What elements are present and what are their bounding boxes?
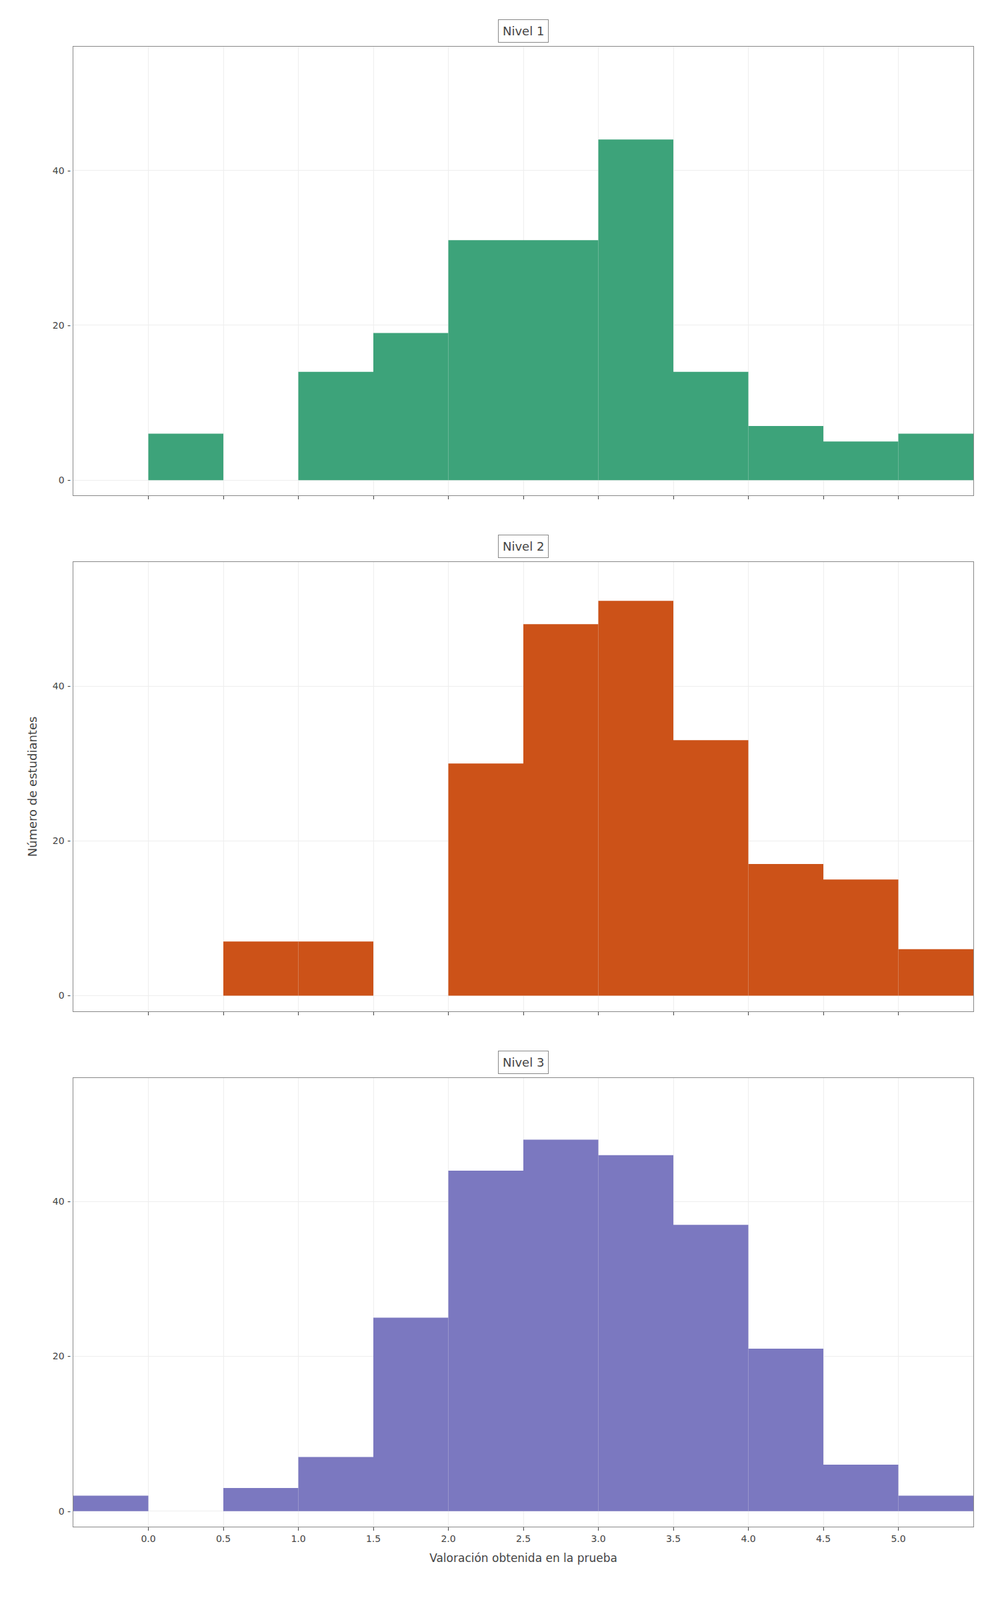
svg-text:20 -: 20 - bbox=[52, 835, 71, 846]
svg-text:Número de estudiantes: Número de estudiantes bbox=[25, 716, 40, 858]
svg-text:Nivel 1: Nivel 1 bbox=[502, 24, 544, 38]
svg-text:0.5: 0.5 bbox=[216, 1533, 231, 1544]
svg-text:Valoración obtenida en la prue: Valoración obtenida en la prueba bbox=[429, 1551, 618, 1565]
svg-text:2.5: 2.5 bbox=[516, 1533, 531, 1544]
svg-text:40 -: 40 - bbox=[52, 680, 71, 692]
svg-text:3.0: 3.0 bbox=[590, 1533, 606, 1544]
svg-text:3.5: 3.5 bbox=[666, 1533, 681, 1544]
svg-text:0 -: 0 - bbox=[58, 1506, 71, 1517]
svg-text:4.5: 4.5 bbox=[816, 1533, 831, 1544]
svg-text:Nivel 3: Nivel 3 bbox=[502, 1055, 544, 1070]
svg-text:0.0: 0.0 bbox=[140, 1533, 156, 1544]
svg-text:1.0: 1.0 bbox=[290, 1533, 306, 1544]
svg-text:40 -: 40 - bbox=[52, 1196, 71, 1207]
svg-text:0 -: 0 - bbox=[58, 474, 71, 486]
svg-text:20 -: 20 - bbox=[52, 320, 71, 331]
svg-text:2.0: 2.0 bbox=[440, 1533, 456, 1544]
svg-text:1.5: 1.5 bbox=[366, 1533, 381, 1544]
svg-text:4.0: 4.0 bbox=[740, 1533, 756, 1544]
svg-text:40 -: 40 - bbox=[52, 165, 71, 176]
svg-text:20 -: 20 - bbox=[52, 1350, 71, 1362]
svg-text:5.0: 5.0 bbox=[890, 1533, 906, 1544]
svg-text:Nivel 2: Nivel 2 bbox=[502, 539, 544, 554]
svg-text:0 -: 0 - bbox=[58, 990, 71, 1001]
